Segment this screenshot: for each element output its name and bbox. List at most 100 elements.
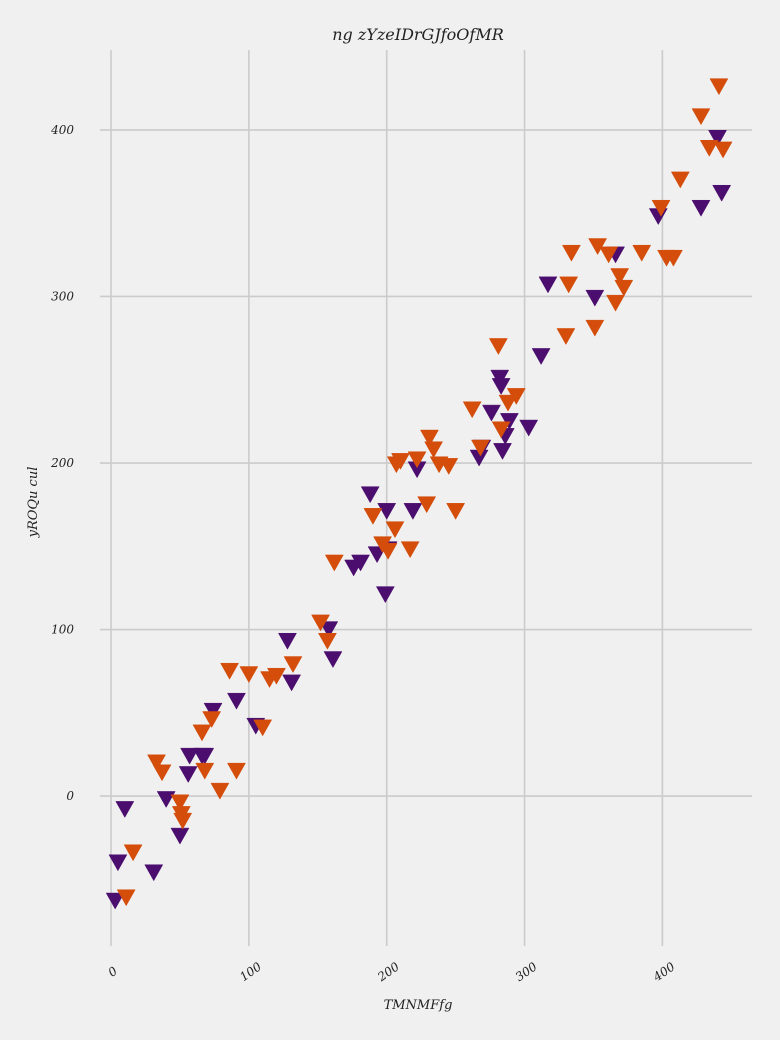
data-point: [400, 541, 420, 558]
data-point: [147, 754, 166, 772]
data-point: [203, 702, 223, 720]
data-point: [417, 496, 436, 513]
data-point: [713, 141, 733, 159]
data-point: [376, 586, 395, 603]
data-point: [377, 503, 396, 520]
data-point: [227, 762, 246, 780]
y-axis-label: yROQu cul: [26, 467, 41, 539]
data-point: [323, 651, 343, 668]
x-axis-ticks: 0 100 200 300 400: [106, 959, 678, 984]
x-axis-label: TMNMFfg: [384, 998, 453, 1013]
data-point: [691, 108, 711, 125]
y-tick-label: 0: [66, 789, 74, 803]
data-point: [507, 388, 526, 405]
data-point: [318, 632, 337, 650]
data-point: [610, 268, 629, 285]
data-point: [462, 401, 482, 418]
data-point: [123, 844, 143, 861]
data-point: [489, 338, 508, 355]
data-point: [585, 319, 605, 337]
data-point: [708, 130, 727, 147]
data-point: [671, 171, 690, 189]
data-point: [385, 521, 405, 538]
data-points: [105, 78, 733, 910]
data-point: [491, 378, 511, 395]
y-tick-label: 400: [50, 123, 74, 137]
data-point: [178, 766, 198, 783]
data-point: [446, 503, 465, 520]
data-point: [519, 419, 538, 437]
data-point: [585, 289, 605, 307]
data-point: [360, 486, 380, 503]
data-point: [559, 276, 578, 294]
data-point: [424, 441, 443, 458]
data-point: [144, 864, 164, 881]
data-point: [108, 854, 128, 871]
data-point: [173, 812, 192, 830]
data-point: [407, 451, 427, 468]
data-point: [319, 621, 339, 638]
data-point: [500, 413, 519, 430]
x-tick-label: 100: [237, 959, 264, 984]
data-point: [493, 443, 512, 460]
data-point: [651, 199, 671, 217]
data-point: [282, 674, 301, 692]
y-axis-ticks: 0 100 200 300 400: [50, 123, 74, 803]
data-point: [267, 667, 286, 685]
data-point: [614, 279, 634, 297]
x-tick-label: 200: [374, 959, 402, 984]
x-tick-label: 300: [513, 959, 540, 984]
data-point: [115, 801, 135, 818]
data-point: [709, 78, 729, 95]
data-point: [278, 632, 297, 650]
data-point: [253, 719, 272, 737]
data-point: [700, 140, 719, 157]
data-point: [195, 762, 215, 780]
data-point: [606, 294, 625, 312]
data-point: [311, 614, 330, 632]
data-point: [283, 656, 303, 673]
data-point: [562, 244, 581, 262]
data-point: [195, 747, 215, 765]
x-tick-label: 400: [650, 959, 678, 984]
data-point: [202, 711, 221, 728]
data-point: [588, 238, 607, 255]
series-2: [116, 78, 733, 906]
data-point: [439, 458, 458, 475]
data-point: [227, 692, 246, 710]
grid-lines: [100, 50, 752, 946]
data-point: [538, 276, 558, 294]
data-point: [156, 791, 176, 808]
data-point: [490, 369, 509, 387]
data-point: [632, 244, 651, 262]
data-point: [180, 747, 199, 765]
data-point: [192, 724, 212, 742]
data-point: [712, 184, 731, 202]
data-point: [116, 889, 136, 906]
chart-title: ng zYzeIDrGJfoOfMR: [332, 25, 504, 44]
data-point: [599, 246, 618, 264]
data-point: [482, 404, 501, 422]
data-point: [691, 199, 711, 217]
data-point: [420, 429, 439, 447]
y-tick-label: 200: [50, 456, 74, 470]
data-point: [403, 503, 423, 520]
data-point: [556, 328, 576, 345]
data-point: [491, 421, 511, 438]
data-point: [391, 453, 410, 470]
data-point: [363, 508, 383, 525]
y-tick-label: 100: [51, 623, 74, 637]
data-point: [220, 662, 239, 680]
x-tick-label: 0: [106, 964, 121, 980]
data-point: [351, 554, 370, 572]
data-point: [105, 892, 125, 910]
data-point: [471, 439, 490, 457]
data-point: [664, 249, 683, 267]
y-tick-label: 300: [51, 289, 74, 303]
data-point: [152, 764, 172, 782]
data-point: [210, 782, 230, 800]
data-point: [170, 827, 190, 845]
data-point: [239, 666, 259, 683]
data-point: [498, 394, 518, 412]
